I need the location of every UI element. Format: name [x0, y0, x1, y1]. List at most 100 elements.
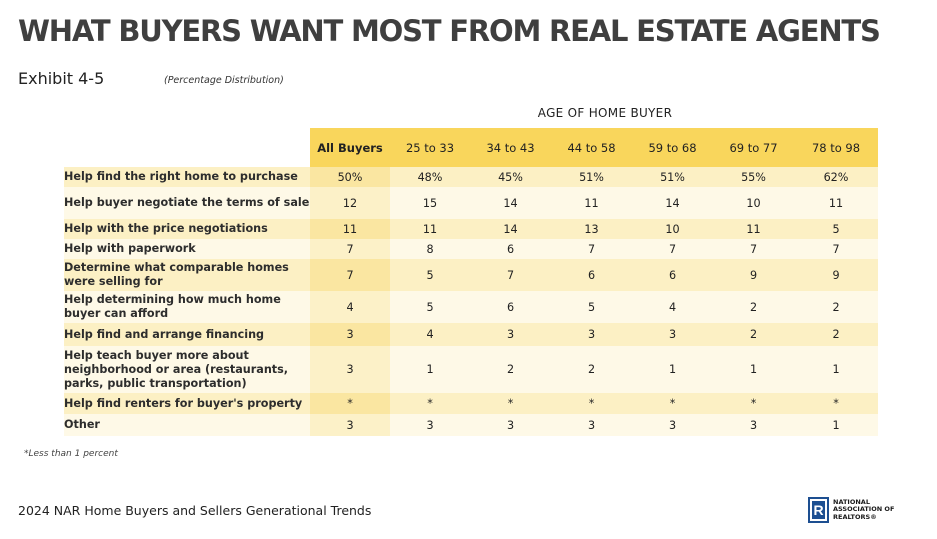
- table-cell: 11: [551, 187, 632, 219]
- table-cell: 11: [794, 187, 878, 219]
- footnote: *Less than 1 percent: [24, 449, 118, 459]
- table-row: Help teach buyer more about neighborhood…: [64, 346, 878, 393]
- row-label: Help find renters for buyer's property: [64, 393, 310, 414]
- table-cell: 2: [470, 346, 551, 393]
- table-cell: 7: [310, 259, 390, 291]
- table-cell: 5: [390, 259, 470, 291]
- table-cell: 14: [470, 219, 551, 239]
- column-header-all-buyers: All Buyers: [310, 128, 390, 167]
- column-header-69-77: 69 to 77: [713, 128, 794, 167]
- column-header-44-58: 44 to 58: [551, 128, 632, 167]
- table-cell: 3: [632, 414, 713, 436]
- table-cell: 11: [713, 219, 794, 239]
- row-label: Other: [64, 414, 310, 436]
- table-cell: 6: [632, 259, 713, 291]
- header-spacer: [64, 128, 310, 167]
- table-cell: 7: [632, 239, 713, 259]
- row-label: Help with the price negotiations: [64, 219, 310, 239]
- table-cell: 7: [470, 259, 551, 291]
- table-cell: 11: [310, 219, 390, 239]
- table-cell: 3: [390, 414, 470, 436]
- nar-logo: R NATIONAL ASSOCIATION OF REALTORS®: [808, 497, 894, 523]
- table-cell: 3: [310, 414, 390, 436]
- table-cell: 3: [470, 414, 551, 436]
- row-label: Help determining how much home buyer can…: [64, 291, 310, 323]
- table-cell: 1: [794, 346, 878, 393]
- column-header-78-98: 78 to 98: [794, 128, 878, 167]
- table-cell: 6: [551, 259, 632, 291]
- table-cell: *: [794, 393, 878, 414]
- table-cell: 5: [794, 219, 878, 239]
- table-cell: 10: [713, 187, 794, 219]
- table-cell: *: [470, 393, 551, 414]
- table-cell: 51%: [551, 167, 632, 187]
- table-cell: 1: [794, 414, 878, 436]
- table-cell: *: [632, 393, 713, 414]
- table-cell: 9: [713, 259, 794, 291]
- table-cell: 3: [713, 414, 794, 436]
- table-row: Other 3 3 3 3 3 3 1: [64, 414, 878, 436]
- table-cell: 4: [632, 291, 713, 323]
- table-row: Help with paperwork 7 8 6 7 7 7 7: [64, 239, 878, 259]
- table-cell: 3: [632, 323, 713, 346]
- table-cell: 45%: [470, 167, 551, 187]
- distribution-note: (Percentage Distribution): [164, 75, 284, 86]
- realtor-r-icon: R: [808, 497, 829, 523]
- table-cell: 1: [713, 346, 794, 393]
- table-cell: 48%: [390, 167, 470, 187]
- exhibit-label: Exhibit 4-5: [18, 69, 105, 88]
- table-cell: 7: [713, 239, 794, 259]
- table-row: Help with the price negotiations 11 11 14 13…: [64, 219, 878, 239]
- table-cell: 14: [632, 187, 713, 219]
- table-cell: 1: [390, 346, 470, 393]
- table-cell: 10: [632, 219, 713, 239]
- table-cell: 4: [390, 323, 470, 346]
- table-cell: 13: [551, 219, 632, 239]
- table-cell: 3: [551, 414, 632, 436]
- table-row: Help find renters for buyer's property * *…: [64, 393, 878, 414]
- table-cell: 7: [551, 239, 632, 259]
- table-row: Help find and arrange financing 3 4 3 3 3 2 2: [64, 323, 878, 346]
- row-label: Determine what comparable homes were sel…: [64, 259, 310, 291]
- table-cell: 14: [470, 187, 551, 219]
- table-row: Help buyer negotiate the terms of sale 12…: [64, 187, 878, 219]
- table-cell: 12: [310, 187, 390, 219]
- logo-line: ASSOCIATION OF: [833, 505, 895, 514]
- row-label: Help teach buyer more about neighborhood…: [64, 346, 310, 393]
- column-header-34-43: 34 to 43: [470, 128, 551, 167]
- logo-line: REALTORS®: [833, 512, 877, 521]
- table-cell: 9: [794, 259, 878, 291]
- table-cell: 3: [310, 323, 390, 346]
- row-label: Help find and arrange financing: [64, 323, 310, 346]
- row-label: Help find the right home to purchase: [64, 167, 310, 187]
- table-cell: 15: [390, 187, 470, 219]
- row-label: Help buyer negotiate the terms of sale: [64, 187, 310, 219]
- table-cell: 6: [470, 291, 551, 323]
- table-cell: 2: [794, 291, 878, 323]
- table-cell: 8: [390, 239, 470, 259]
- table-cell: 4: [310, 291, 390, 323]
- table-cell: 7: [794, 239, 878, 259]
- table-cell: 2: [551, 346, 632, 393]
- table-cell: 5: [551, 291, 632, 323]
- table-cell: 3: [470, 323, 551, 346]
- buyer-preferences-table: All Buyers 25 to 33 34 to 43 44 to 58 59…: [64, 128, 878, 436]
- table-row: Determine what comparable homes were sel…: [64, 259, 878, 291]
- logo-line: NATIONAL: [833, 497, 870, 506]
- logo-wordmark: NATIONAL ASSOCIATION OF REALTORS®: [833, 497, 895, 522]
- table-cell: *: [551, 393, 632, 414]
- table-cell: 2: [713, 291, 794, 323]
- page-title: WHAT BUYERS WANT MOST FROM REAL ESTATE A…: [18, 14, 881, 48]
- table-cell: 55%: [713, 167, 794, 187]
- row-label: Help with paperwork: [64, 239, 310, 259]
- table-row: Help find the right home to purchase 50% 4…: [64, 167, 878, 187]
- table-cell: 1: [632, 346, 713, 393]
- source-citation: 2024 NAR Home Buyers and Sellers Generat…: [18, 503, 372, 518]
- table-cell: 3: [310, 346, 390, 393]
- table-cell: *: [310, 393, 390, 414]
- table-cell: 5: [390, 291, 470, 323]
- table-cell: 50%: [310, 167, 390, 187]
- table-cell: 62%: [794, 167, 878, 187]
- table-cell: 7: [310, 239, 390, 259]
- table-cell: 51%: [632, 167, 713, 187]
